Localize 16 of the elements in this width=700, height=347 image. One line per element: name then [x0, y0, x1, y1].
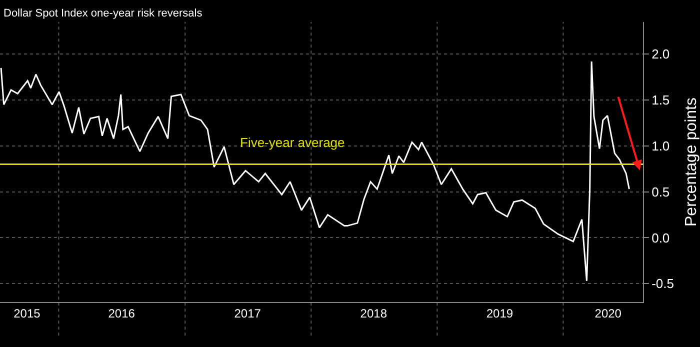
y-tick-label: -0.5	[652, 276, 674, 292]
y-tick-label: 0.5	[652, 184, 670, 200]
x-tick-label: 2017	[234, 306, 262, 320]
x-tick-label: 2019	[486, 306, 514, 320]
x-tick-label: 2016	[108, 306, 136, 320]
y-tick-label: 1.5	[652, 92, 670, 108]
x-tick-label: 2015	[14, 306, 41, 320]
x-tick-label: 2020	[594, 306, 622, 320]
y-tick-label: 1.0	[652, 138, 670, 154]
x-tick-label: 2018	[360, 306, 388, 320]
chart-title: Dollar Spot Index one-year risk reversals	[4, 7, 203, 20]
y-axis-title: Percentage points	[683, 98, 700, 226]
y-tick-label: 2.0	[652, 46, 670, 62]
line-series	[0, 60, 630, 282]
ref-line-label: Five-year average	[240, 135, 345, 150]
y-tick-label: 0.0	[652, 230, 670, 246]
